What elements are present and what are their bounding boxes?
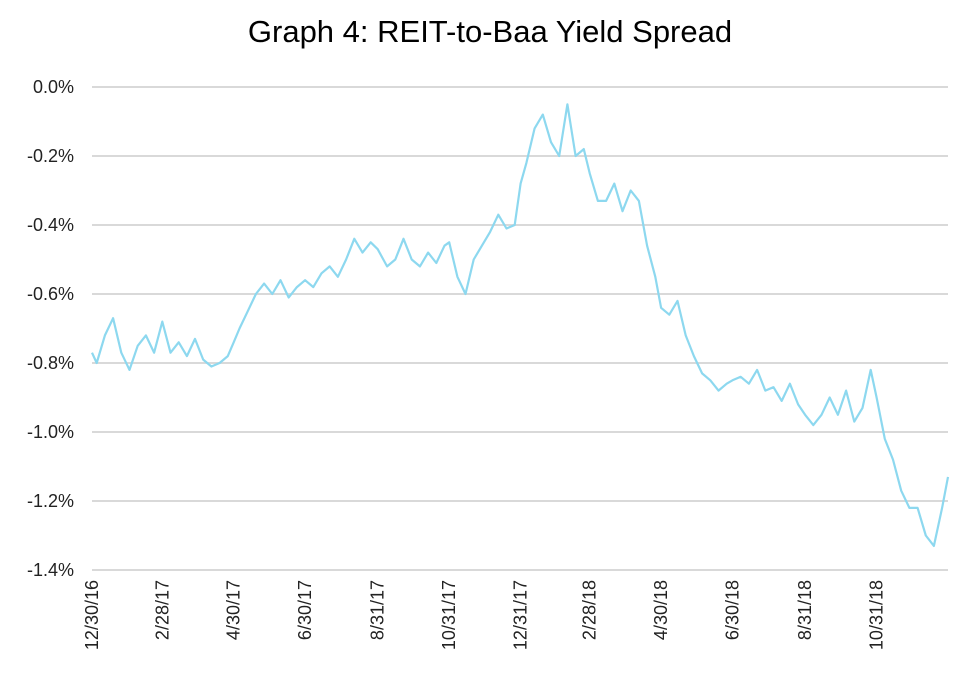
x-tick-label: 4/30/18 — [651, 580, 671, 640]
gridlines — [92, 86, 948, 571]
x-tick-label: 10/31/18 — [867, 580, 887, 650]
x-tick-label: 12/31/17 — [511, 580, 531, 650]
x-tick-label: 8/31/18 — [795, 580, 815, 640]
y-tick-label: -0.2% — [27, 146, 74, 166]
y-tick-label: -1.2% — [27, 491, 74, 511]
x-tick-label: 6/30/17 — [295, 580, 315, 640]
series-lines — [90, 103, 950, 548]
y-tick-label: -0.6% — [27, 284, 74, 304]
y-tick-label: -0.8% — [27, 353, 74, 373]
x-tick-label: 2/28/18 — [580, 580, 600, 640]
y-axis: 0.0% -0.2% -0.4% -0.6% -0.8% -1.0% -1.2% -1.4% — [27, 77, 74, 580]
x-tick-label: 10/31/17 — [439, 580, 459, 650]
x-axis: 12/30/16 2/28/17 4/30/17 6/30/17 8/31/17 10/3… — [82, 580, 887, 650]
x-tick-label: 6/30/18 — [723, 580, 743, 640]
y-tick-label: -0.4% — [27, 215, 74, 235]
chart-title: Graph 4: REIT-to-Baa Yield Spread — [247, 14, 733, 49]
x-tick-label: 8/31/17 — [368, 580, 388, 640]
x-tick-label: 12/30/16 — [82, 580, 102, 650]
y-tick-label: 0.0% — [33, 77, 74, 97]
y-tick-label: -1.0% — [27, 422, 74, 442]
x-tick-label: 2/28/17 — [152, 580, 172, 640]
x-tick-label: 4/30/17 — [224, 580, 244, 640]
series-line — [90, 103, 950, 548]
y-tick-label: -1.4% — [27, 560, 74, 580]
